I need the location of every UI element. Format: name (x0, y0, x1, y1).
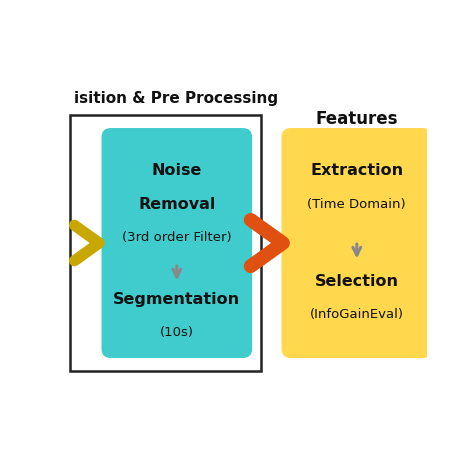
Text: (3rd order Filter): (3rd order Filter) (122, 231, 232, 244)
Text: Features: Features (316, 110, 398, 128)
Text: isition & Pre Processing: isition & Pre Processing (74, 91, 278, 106)
Text: Extraction: Extraction (310, 163, 403, 178)
Text: (InfoGainEval): (InfoGainEval) (310, 308, 404, 321)
FancyBboxPatch shape (282, 128, 432, 358)
Text: (10s): (10s) (160, 326, 194, 339)
Text: Selection: Selection (315, 274, 399, 289)
Text: Removal: Removal (138, 197, 216, 212)
FancyBboxPatch shape (101, 128, 252, 358)
Text: Noise: Noise (152, 163, 202, 178)
Text: Segmentation: Segmentation (113, 292, 240, 307)
Text: (Time Domain): (Time Domain) (308, 198, 406, 211)
